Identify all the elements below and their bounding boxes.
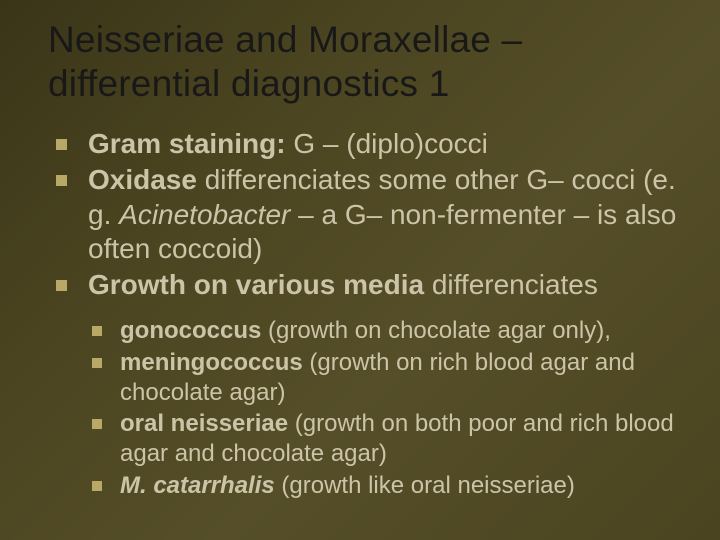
main-text: Acinetobacter (119, 199, 290, 230)
main-text: G – (diplo)cocci (286, 128, 488, 159)
main-text: Gram staining: (88, 128, 286, 159)
main-bullet-list: Gram staining: G – (diplo)cocciOxidase d… (48, 127, 690, 302)
sub-text: oral neisseriae (120, 410, 288, 437)
sub-item: oral neisseriae (growth on both poor and… (92, 409, 690, 469)
slide-title: Neisseriae and Moraxellae – differential… (48, 18, 690, 105)
main-text: Oxidase (88, 164, 197, 195)
sub-text: meningococcus (120, 349, 303, 376)
sub-text: (growth on chocolate agar only), (261, 317, 611, 344)
main-item: Growth on various media differenciates (56, 268, 690, 302)
sub-bullet-list: gonococcus (growth on chocolate agar onl… (48, 316, 690, 501)
sub-text: M. catarrhalis (120, 472, 275, 499)
sub-text: gonococcus (120, 317, 261, 344)
sub-item: gonococcus (growth on chocolate agar onl… (92, 316, 690, 346)
main-text: differenciates (424, 269, 598, 300)
main-item: Oxidase differenciates some other G– coc… (56, 163, 690, 265)
sub-item: M. catarrhalis (growth like oral neisser… (92, 471, 690, 501)
sub-item: meningococcus (growth on rich blood agar… (92, 348, 690, 408)
main-item: Gram staining: G – (diplo)cocci (56, 127, 690, 161)
sub-text: (growth like oral neisseriae) (275, 472, 575, 499)
main-text: Growth on various media (88, 269, 424, 300)
